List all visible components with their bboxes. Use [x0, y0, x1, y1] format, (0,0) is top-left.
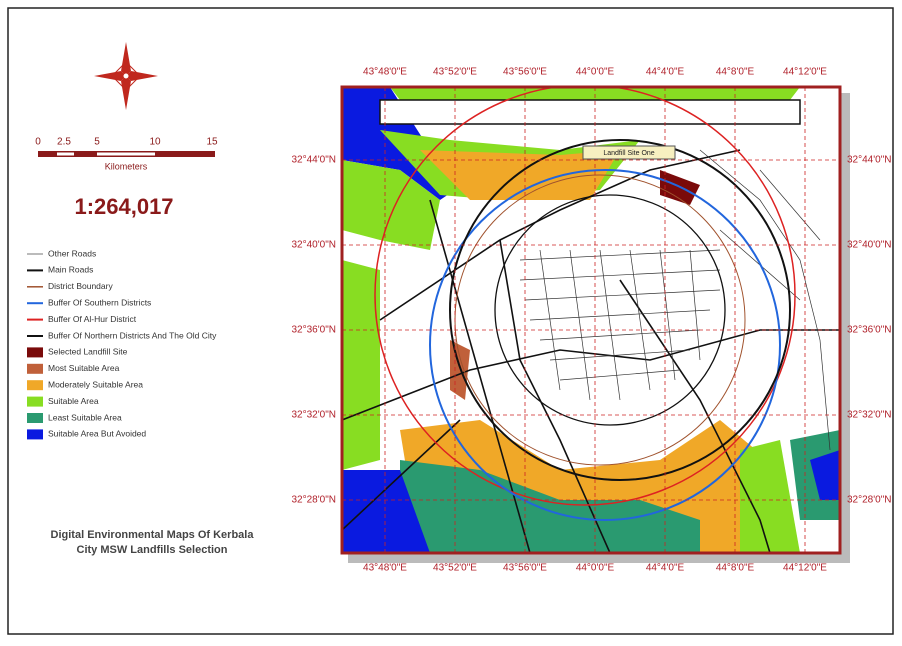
longitude-label: 43°52'0"E — [433, 67, 477, 78]
legend-swatch — [27, 397, 43, 407]
legend-label: Buffer Of Southern Districts — [48, 297, 151, 307]
scale-tick-label: 0 — [35, 137, 41, 148]
latitude-label: 32°44'0"N — [292, 155, 337, 166]
legend-label: Main Roads — [48, 265, 93, 275]
latitude-label: 32°28'0"N — [847, 495, 892, 506]
map-page: 0 2.5 5 10 15 Kilometers 1:264,017 Other Roa… — [0, 0, 902, 641]
map-title: City MSW Landfills Selection — [77, 544, 228, 556]
latitude-label: 32°40'0"N — [847, 240, 892, 251]
legend-swatch — [27, 413, 43, 423]
map-title: Digital Environmental Maps Of Kerbala — [51, 529, 255, 541]
longitude-label: 43°48'0"E — [363, 563, 407, 574]
scale-tick-label: 5 — [94, 137, 100, 148]
latitude-label: 32°36'0"N — [292, 325, 337, 336]
legend-label: Most Suitable Area — [48, 363, 120, 373]
latitude-label: 32°32'0"N — [847, 410, 892, 421]
legend-label: Least Suitable Area — [48, 412, 122, 422]
scale-unit: Kilometers — [105, 161, 148, 171]
scale-ratio: 1:264,017 — [74, 194, 173, 219]
legend-label: Moderately Suitable Area — [48, 379, 143, 389]
longitude-label: 44°4'0"E — [646, 67, 685, 78]
scale-tick-label: 15 — [206, 137, 218, 148]
longitude-label: 43°56'0"E — [503, 563, 547, 574]
latitude-label: 32°28'0"N — [292, 495, 337, 506]
legend-label: Suitable Area But Avoided — [48, 429, 146, 439]
legend-label: District Boundary — [48, 281, 113, 291]
latitude-label: 32°32'0"N — [292, 410, 337, 421]
latitude-label: 32°40'0"N — [292, 240, 337, 251]
longitude-label: 44°8'0"E — [716, 67, 755, 78]
legend-label: Selected Landfill Site — [48, 347, 128, 357]
longitude-label: 44°12'0"E — [783, 67, 827, 78]
legend-swatch — [27, 364, 43, 374]
legend-label: Buffer Of Al-Hur District — [48, 314, 137, 324]
scale-tick-label: 10 — [149, 137, 161, 148]
longitude-label: 44°4'0"E — [646, 563, 685, 574]
legend-swatch — [27, 429, 43, 439]
longitude-label: 44°0'0"E — [576, 67, 615, 78]
latitude-label: 32°44'0"N — [847, 155, 892, 166]
latitude-label: 32°36'0"N — [847, 325, 892, 336]
legend-label: Buffer Of Northern Districts And The Old… — [48, 330, 217, 340]
longitude-label: 43°52'0"E — [433, 563, 477, 574]
site-label: Landfill Site One — [603, 150, 654, 157]
longitude-label: 43°56'0"E — [503, 67, 547, 78]
longitude-label: 44°12'0"E — [783, 563, 827, 574]
scale-bar — [38, 151, 215, 157]
legend-swatch — [27, 347, 43, 357]
legend-label: Suitable Area — [48, 396, 99, 406]
longitude-label: 44°8'0"E — [716, 563, 755, 574]
longitude-label: 43°48'0"E — [363, 67, 407, 78]
scale-tick-label: 2.5 — [57, 137, 71, 148]
legend-label: Other Roads — [48, 248, 96, 258]
longitude-label: 44°0'0"E — [576, 563, 615, 574]
legend-swatch — [27, 380, 43, 390]
